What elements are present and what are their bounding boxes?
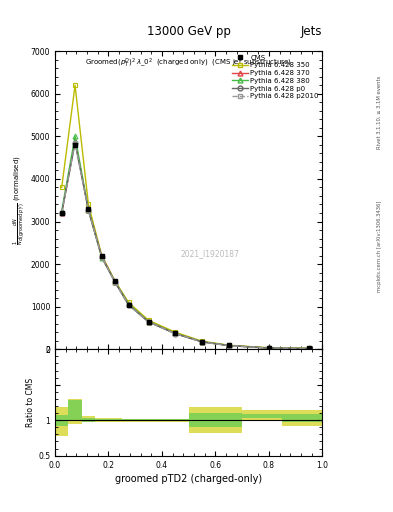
Legend: CMS, Pythia 6.428 350, Pythia 6.428 370, Pythia 6.428 380, Pythia 6.428 p0, Pyth: CMS, Pythia 6.428 350, Pythia 6.428 370,… — [231, 53, 320, 101]
X-axis label: groomed pTD2 (charged-only): groomed pTD2 (charged-only) — [115, 474, 262, 484]
Text: 13000 GeV pp: 13000 GeV pp — [147, 26, 231, 38]
Text: Rivet 3.1.10, ≥ 3.1M events: Rivet 3.1.10, ≥ 3.1M events — [377, 76, 382, 150]
Text: mcplots.cern.ch [arXiv:1306.3436]: mcplots.cern.ch [arXiv:1306.3436] — [377, 200, 382, 291]
Text: 2021_I1920187: 2021_I1920187 — [180, 249, 239, 259]
Y-axis label: $\frac{1}{N}\frac{dN}{d(\mathrm{groomed}\;p_T^D)}$ (normalised): $\frac{1}{N}\frac{dN}{d(\mathrm{groomed}… — [11, 155, 28, 245]
Text: Groomed$(p_T^D)^2\,\lambda\_0^2$  (charged only)  (CMS jet substructure): Groomed$(p_T^D)^2\,\lambda\_0^2$ (charge… — [85, 57, 292, 71]
Y-axis label: Ratio to CMS: Ratio to CMS — [26, 378, 35, 427]
Text: Jets: Jets — [301, 26, 322, 38]
